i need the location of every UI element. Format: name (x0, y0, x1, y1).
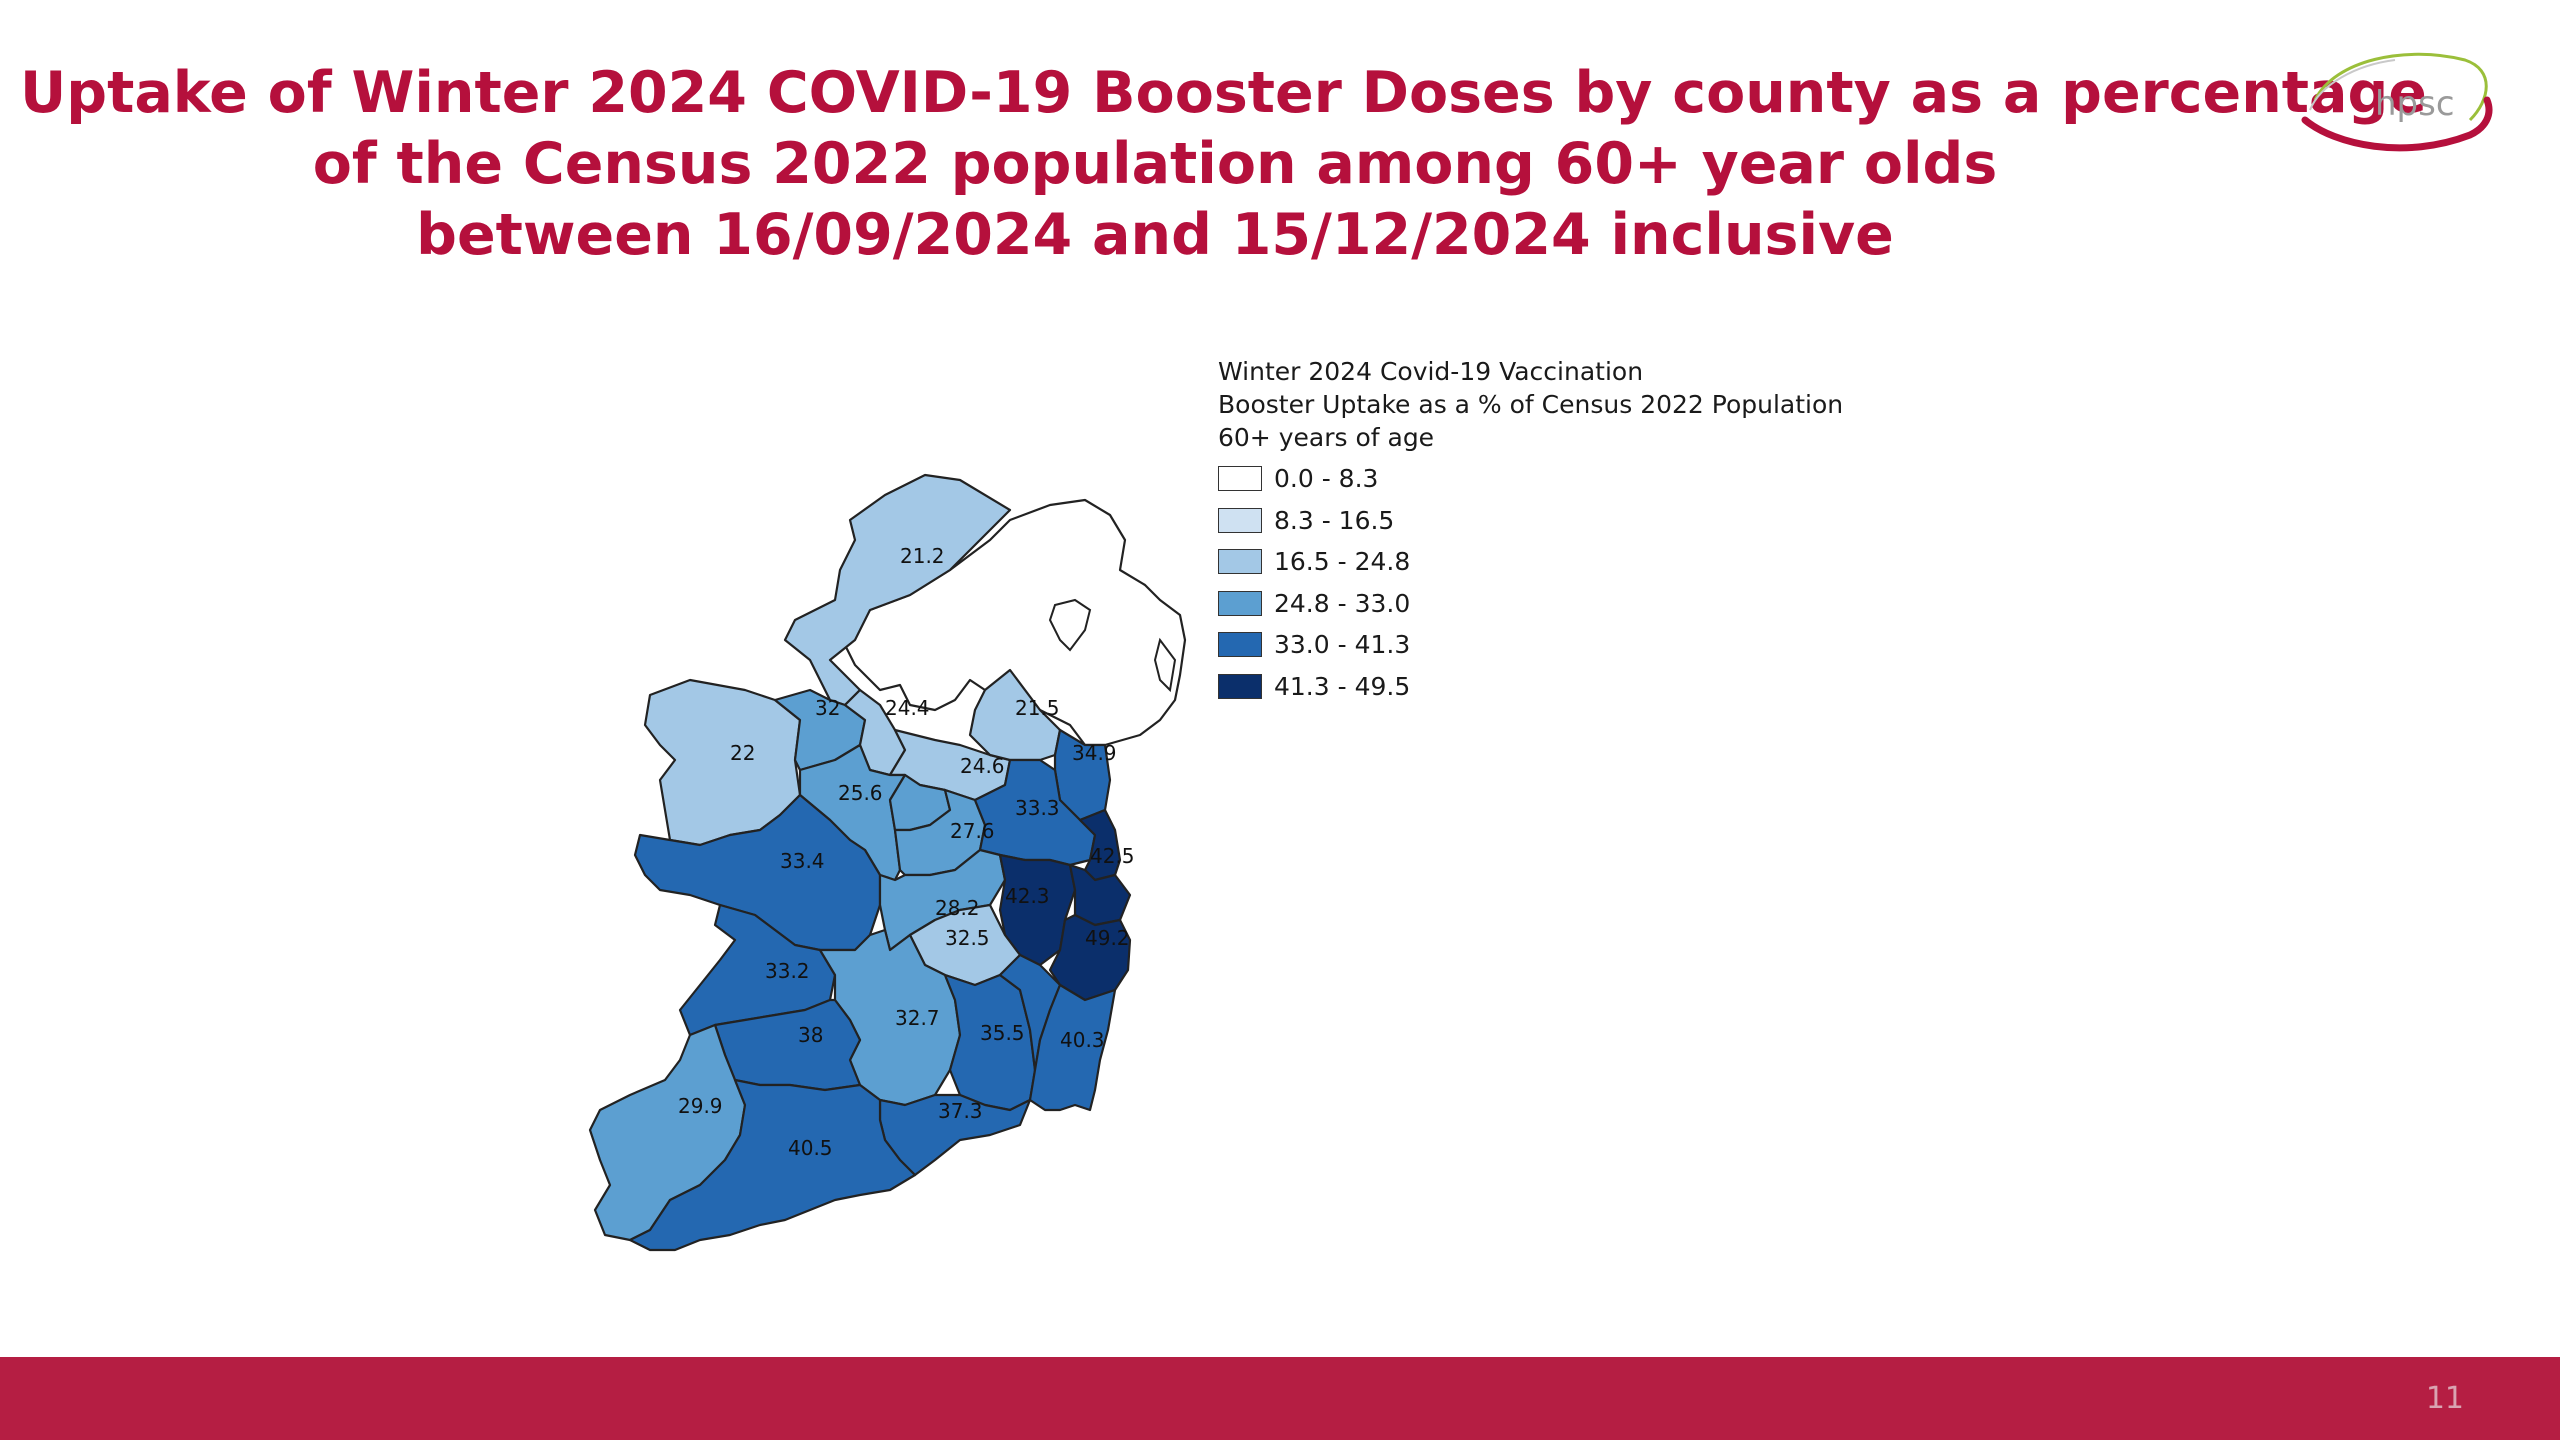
legend-title-line-2: Booster Uptake as a % of Census 2022 Pop… (1218, 390, 1844, 419)
county-wexford (1028, 983, 1117, 1112)
footer-bar: 11 (0, 1357, 2560, 1440)
legend-title-line-1: Winter 2024 Covid-19 Vaccination (1218, 357, 1644, 386)
logo-swoosh-icon (2301, 52, 2493, 152)
legend-label: 33.0 - 41.3 (1274, 630, 1411, 660)
legend-swatch (1218, 673, 1262, 699)
label-fingal: 42.5 (1090, 844, 1135, 868)
legend-swatch (1218, 549, 1262, 575)
county-dublin (1068, 863, 1132, 927)
map-legend: Winter 2024 Covid-19 Vaccination Booster… (1218, 355, 1844, 708)
label-cavan: 24.6 (960, 754, 1005, 778)
label-offaly: 28.2 (935, 896, 980, 920)
label-kilkenny: 35.5 (980, 1021, 1025, 1045)
legend-item: 33.0 - 41.3 (1218, 624, 1818, 666)
label-louth: 34.9 (1072, 741, 1117, 765)
label-monaghan: 21.5 (1015, 696, 1060, 720)
hpsc-logo: hpsc (2295, 40, 2495, 170)
label-meath: 33.3 (1015, 796, 1060, 820)
label-sligo: 32 (815, 696, 840, 720)
legend-label: 16.5 - 24.8 (1274, 547, 1411, 577)
title-line-3: between 16/09/2024 and 15/12/2024 inclus… (416, 202, 1894, 268)
label-kildare: 42.3 (1005, 884, 1050, 908)
label-mayo: 22 (730, 741, 755, 765)
title-line-2: of the Census 2022 population among 60+ … (312, 131, 1998, 197)
legend-title-line-3: 60+ years of age (1218, 423, 1435, 452)
label-roscommon: 25.6 (838, 781, 883, 805)
legend-label: 0.0 - 8.3 (1274, 464, 1379, 494)
label-tipperary: 32.7 (895, 1006, 940, 1030)
legend-label: 8.3 - 16.5 (1274, 505, 1395, 535)
logo-text: hpsc (2375, 84, 2455, 124)
county-cork (628, 1078, 917, 1252)
label-galway: 33.4 (780, 849, 825, 873)
label-dublin-wicklow: 49.2 (1085, 926, 1130, 950)
page-number: 11 (2425, 1381, 2464, 1416)
county-northern-ireland (843, 498, 1187, 747)
ireland-choropleth-map: 21.2 22 32 24.4 21.5 24.6 34.9 25.6 33.3… (560, 460, 1210, 1280)
legend-swatch (1218, 590, 1262, 616)
legend-swatch (1218, 632, 1262, 658)
legend-swatch (1218, 466, 1262, 492)
legend-item: 8.3 - 16.5 (1218, 500, 1818, 542)
label-limerick: 38 (798, 1023, 823, 1047)
label-waterford: 37.3 (938, 1099, 983, 1123)
legend-swatch (1218, 507, 1262, 533)
label-cork: 40.5 (788, 1136, 833, 1160)
title-line-1: Uptake of Winter 2024 COVID-19 Booster D… (20, 60, 2427, 126)
legend-item: 16.5 - 24.8 (1218, 541, 1818, 583)
label-leitrim: 24.4 (885, 696, 930, 720)
label-laois: 32.5 (945, 926, 990, 950)
label-westmeath: 27.6 (950, 819, 995, 843)
label-wexford: 40.3 (1060, 1028, 1105, 1052)
legend-label: 24.8 - 33.0 (1274, 588, 1411, 618)
label-kerry: 29.9 (678, 1094, 723, 1118)
label-clare: 33.2 (765, 959, 810, 983)
legend-item: 41.3 - 49.5 (1218, 666, 1818, 708)
legend-label: 41.3 - 49.5 (1274, 671, 1411, 701)
county-donegal (783, 473, 1012, 707)
legend-item: 24.8 - 33.0 (1218, 583, 1818, 625)
county-galway (633, 793, 882, 952)
legend-item: 0.0 - 8.3 (1218, 458, 1818, 500)
slide-title: Uptake of Winter 2024 COVID-19 Booster D… (20, 58, 2427, 271)
county-value-labels: 21.2 22 32 24.4 21.5 24.6 34.9 25.6 33.3… (678, 544, 1135, 1160)
label-donegal: 21.2 (900, 544, 945, 568)
